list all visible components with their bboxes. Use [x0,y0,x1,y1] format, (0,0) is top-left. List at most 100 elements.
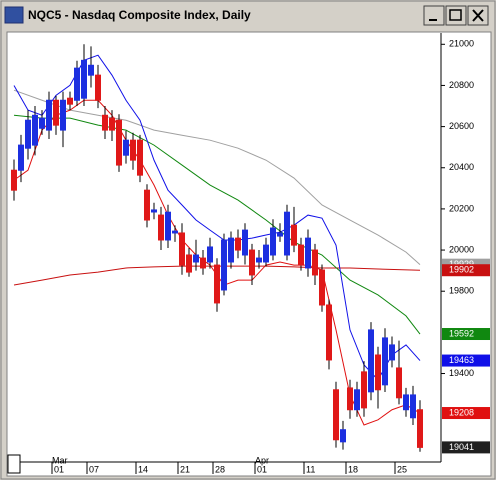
candle-body [389,344,395,361]
month-label: Apr [255,455,269,465]
candle-body [67,97,73,105]
value-tag [442,264,490,277]
plot: 19400 19800 20000 20200 20400 20600 20800 21000… [11,39,490,474]
y-tick-label: 20200 [449,203,474,213]
candle-body [354,389,360,411]
candle-body [179,232,185,266]
candle-body [144,189,150,221]
value-tag [442,354,490,367]
value-tag-label: 19592 [449,328,474,338]
candle-body [25,119,31,149]
close-tag [442,441,490,454]
candle-body [410,394,416,419]
y-tick-label: 20600 [449,121,474,131]
value-tag-label: 19929 [449,259,474,269]
candle-body [221,239,227,291]
candle-body [228,237,234,263]
candle-body [172,230,178,234]
moving-average-line [13,114,421,335]
value-tag-label: 19902 [449,265,474,275]
candle-body [116,119,122,166]
candle-body [403,394,409,411]
candle-body [200,257,206,269]
candle-body [74,67,80,101]
x-tick-label: 14 [138,464,148,474]
candle-body [340,429,346,443]
x-tick-label: 11 [306,464,315,474]
candle-body [151,209,157,213]
candle-body [214,264,220,304]
candle-body [305,237,311,269]
candle-body [235,237,241,251]
candle-body [249,249,255,276]
candle-body [333,389,339,441]
candle-body [193,254,199,263]
candle-body [123,139,129,156]
candle-body [158,214,164,241]
candle-body [165,211,171,241]
value-tag-label: 19463 [449,355,474,365]
candle-body [53,99,59,126]
candle-body [382,337,388,386]
y-tick-label: 19800 [449,286,474,296]
close-icon [472,9,484,22]
candle-body [284,211,290,256]
window-buttons [423,5,489,26]
y-tick-label: 21000 [449,39,474,49]
window-title: NQC5 - Nasdaq Composite Index, Daily [28,8,251,22]
month-label: Mar [52,455,68,465]
candle-body [46,99,52,131]
candle-body [130,139,136,161]
x-tick-label: 25 [397,464,407,474]
x-tick-label: 01 [54,464,64,474]
candle-body [39,117,45,129]
x-tick-label: 18 [348,464,358,474]
candle-body [347,387,353,411]
candle-body [396,367,402,399]
candle-body [109,117,115,131]
value-tag-label: 19208 [449,407,474,417]
candle-body [18,144,24,171]
candle-body [186,254,192,273]
candle-body [361,371,367,409]
candle-body [11,169,17,191]
candle-body [375,354,381,391]
candle-body [102,114,108,131]
candle-body [32,114,38,146]
y-tick-label: 19400 [449,368,474,378]
candle-body [298,244,304,266]
candle-body [60,99,66,131]
value-tag [442,328,490,341]
candle-body [319,269,325,306]
maximize-button[interactable] [445,5,467,26]
candle-body [242,229,248,256]
x-tick-label: 01 [257,464,267,474]
candle-body [368,329,374,393]
candle-body [312,249,318,276]
candle-body [277,232,283,237]
candle-body [417,409,423,448]
x-tick-label: 21 [180,464,190,474]
candle-body [270,227,276,256]
candle-body [95,74,101,101]
x-tick-label: 28 [215,464,225,474]
y-tick-label: 20400 [449,162,474,172]
maximize-icon [449,9,462,21]
corner-box [7,454,21,474]
minimize-button[interactable] [423,5,445,26]
y-tick-label: 20800 [449,80,474,90]
y-tick-label: 20000 [449,244,474,254]
candle-body [256,257,262,263]
x-tick-label: 07 [89,464,99,474]
candle-body [326,304,332,361]
app-icon [4,6,24,24]
moving-average-line [13,89,421,266]
candle-body [291,224,297,246]
candle-body [137,139,143,176]
candle-body [81,59,87,99]
candle-body [88,64,94,76]
candle-body [207,246,213,263]
candle-body [263,244,269,263]
value-tag [442,407,490,420]
